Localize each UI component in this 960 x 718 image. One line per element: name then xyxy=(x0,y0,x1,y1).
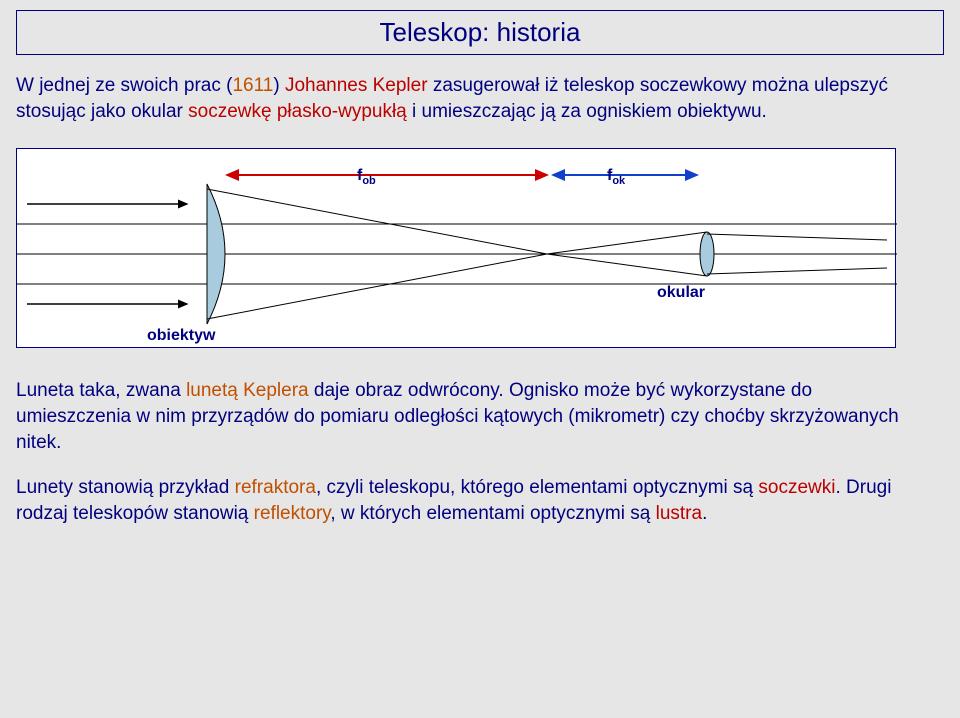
f-ob-sub: ob xyxy=(362,175,375,187)
label-okular: okular xyxy=(657,284,705,302)
intro-mid1: ) xyxy=(273,75,285,96)
intro-kepler: Johannes Kepler xyxy=(285,75,428,96)
p2-refraktora: refraktora xyxy=(235,477,316,498)
label-f-ob: fob xyxy=(357,167,376,187)
p1-luneta-keplera: lunetą Keplera xyxy=(186,380,309,401)
paragraph-2: Lunety stanowią przykład refraktora, czy… xyxy=(16,475,916,526)
intro-paragraph: W jednej ze swoich prac (1611) Johannes … xyxy=(16,73,916,124)
p2-pre: Lunety stanowią przykład xyxy=(16,477,235,498)
p2-lustra: lustra xyxy=(656,503,702,524)
label-obiektyw: obiektyw xyxy=(147,327,215,345)
intro-pre: W jednej ze swoich prac ( xyxy=(16,75,232,96)
p2-mid3: , w których elementami optycznymi są xyxy=(330,503,655,524)
p2-soczewki: soczewki xyxy=(758,477,835,498)
intro-end: i umieszczając ją za ogniskiem obiektywu… xyxy=(407,101,767,122)
p2-end: . xyxy=(702,503,707,524)
p1-pre: Luneta taka, zwana xyxy=(16,380,186,401)
diagram-svg xyxy=(17,149,897,349)
p2-reflektory: reflektory xyxy=(254,503,331,524)
label-f-ok: fok xyxy=(607,167,625,187)
intro-lens: soczewkę płasko-wypukłą xyxy=(188,101,407,122)
p2-mid1: , czyli teleskopu, którego elementami op… xyxy=(316,477,758,498)
optics-diagram: fob fok obiektyw okular xyxy=(16,148,896,348)
intro-year: 1611 xyxy=(232,75,273,96)
title-box: Teleskop: historia xyxy=(16,10,944,55)
paragraph-1: Luneta taka, zwana lunetą Keplera daje o… xyxy=(16,378,916,455)
f-ok-sub: ok xyxy=(612,175,625,187)
slide-title: Teleskop: historia xyxy=(380,17,581,47)
